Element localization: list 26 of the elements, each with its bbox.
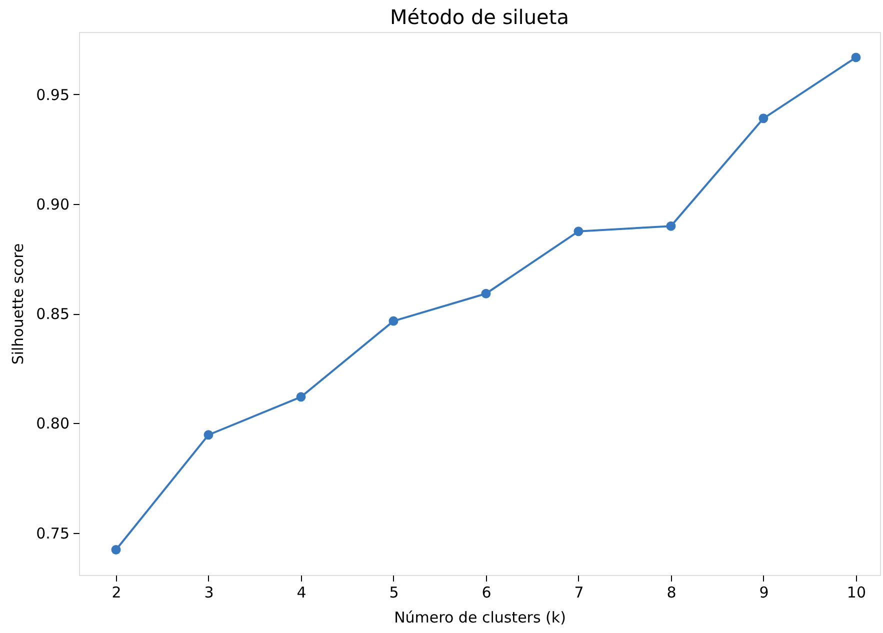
y-tick-label: 0.90 bbox=[36, 195, 70, 214]
x-tick-label: 6 bbox=[482, 584, 492, 602]
point bbox=[574, 226, 584, 236]
y-tick-label: 0.85 bbox=[36, 305, 70, 324]
point bbox=[111, 545, 121, 555]
point bbox=[481, 288, 491, 298]
x-tick-label: 4 bbox=[296, 584, 306, 602]
x-tick-label: 9 bbox=[759, 584, 769, 602]
point bbox=[388, 316, 398, 326]
x-tick-label: 2 bbox=[112, 584, 122, 602]
point bbox=[204, 430, 214, 440]
y-axis-title: Silhouette score bbox=[9, 243, 28, 365]
x-axis-title: Número de clusters (k) bbox=[394, 608, 566, 626]
chart-title: Método de silueta bbox=[390, 5, 569, 29]
x-tick-label: 5 bbox=[389, 584, 399, 602]
point bbox=[851, 52, 861, 62]
x-tick-label: 3 bbox=[204, 584, 214, 602]
y-tick-label: 0.80 bbox=[36, 414, 70, 433]
y-tick-label: 0.95 bbox=[36, 86, 70, 104]
x-tick-label: 8 bbox=[666, 584, 676, 602]
point bbox=[666, 221, 676, 231]
point bbox=[758, 114, 768, 124]
point bbox=[296, 392, 306, 402]
x-tick-label: 7 bbox=[574, 584, 584, 602]
y-tick-label: 0.75 bbox=[36, 524, 70, 542]
x-tick-label: 10 bbox=[846, 584, 866, 602]
